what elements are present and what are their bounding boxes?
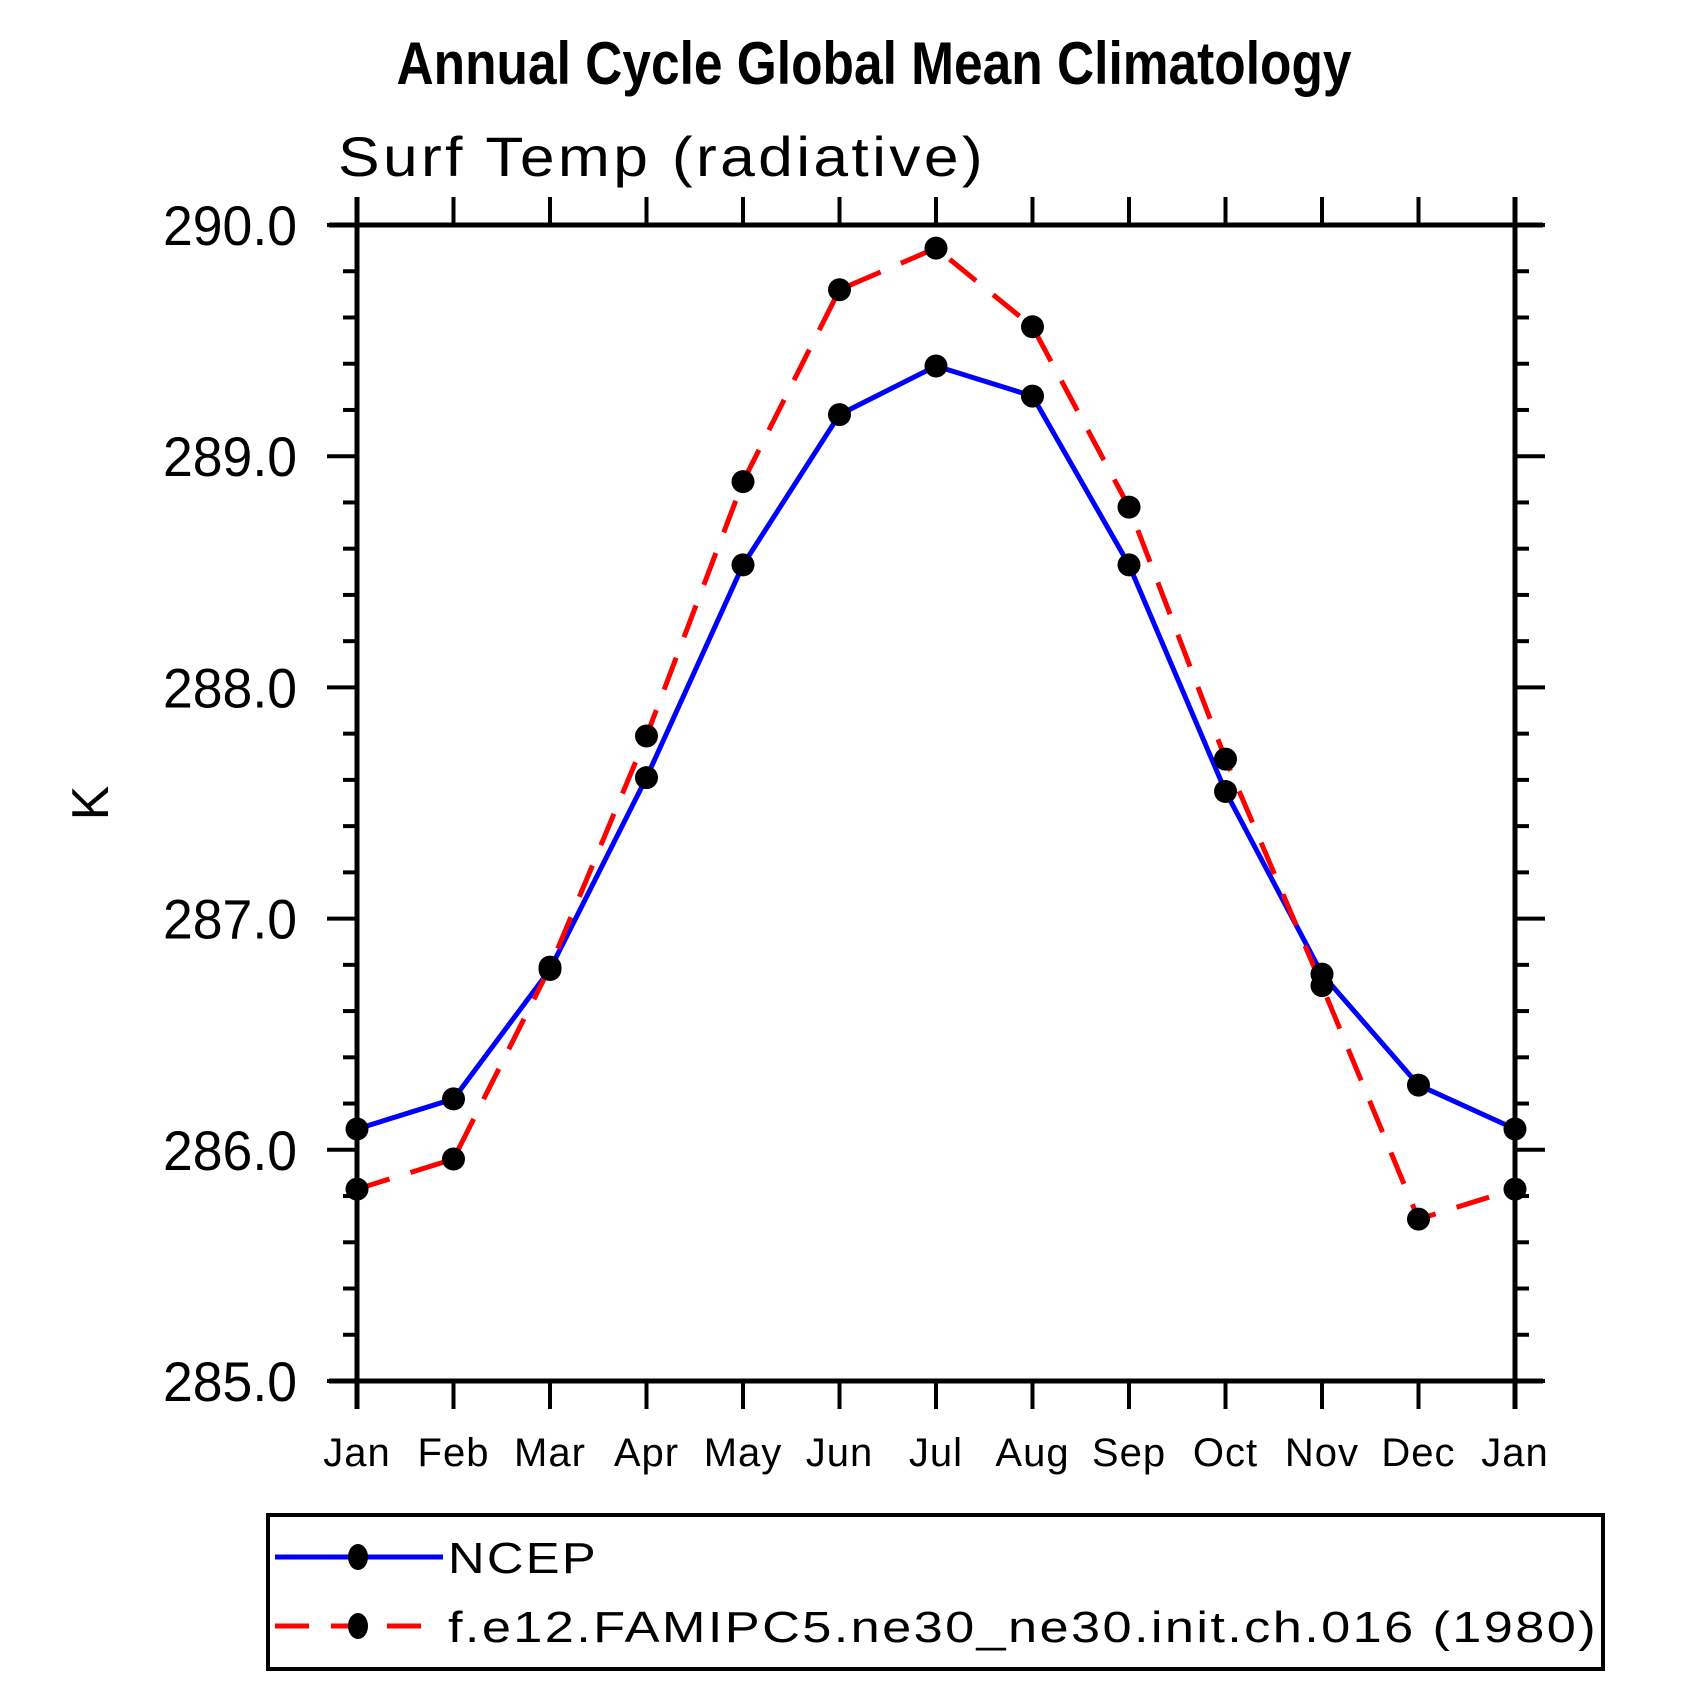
- x-tick-label: Apr: [614, 1431, 679, 1475]
- data-point-marker: [828, 403, 851, 427]
- plot-axes: [327, 197, 1545, 1409]
- y-tick-label: 286.0: [163, 1119, 297, 1182]
- y-tick-label: 289.0: [163, 425, 297, 488]
- data-point-marker: [635, 724, 658, 748]
- data-point-marker: [828, 278, 851, 302]
- x-tick-label: Feb: [418, 1431, 490, 1475]
- x-tick-label: Oct: [1193, 1431, 1258, 1475]
- legend-label-model: f.e12.FAMIPC5.ne30_ne30.init.ch.016 (198…: [448, 1603, 1598, 1652]
- y-axis-unit-label: K: [62, 785, 120, 820]
- data-point-marker: [924, 354, 948, 378]
- series-line-0: [356, 363, 1517, 1132]
- x-tick-label: Jan: [1481, 1431, 1549, 1475]
- y-tick-label: 287.0: [163, 888, 297, 951]
- legend-marker-sample-0: [348, 1544, 368, 1570]
- data-point-marker: [442, 1087, 465, 1111]
- data-point-marker: [345, 1177, 369, 1201]
- data-point-marker: [1503, 1117, 1527, 1141]
- x-tick-label: Sep: [1092, 1431, 1166, 1475]
- data-point-marker: [1503, 1177, 1527, 1201]
- data-point-markers: [345, 236, 1527, 1231]
- data-point-marker: [1021, 384, 1044, 408]
- data-point-marker: [1407, 1207, 1430, 1231]
- data-series-lines: [356, 245, 1517, 1223]
- data-point-marker: [538, 955, 562, 979]
- y-tick-label: 285.0: [163, 1350, 297, 1413]
- x-tick-label: Aug: [995, 1431, 1069, 1475]
- legend-box: NCEP f.e12.FAMIPC5.ne30_ne30.init.ch.016…: [266, 1513, 1605, 1671]
- x-axis-tick-labels: Jan Feb Mar Apr May Jun Jul Aug Sep Oct Nov Dec Jan: [323, 1431, 1549, 1475]
- x-tick-label: Jun: [806, 1431, 874, 1475]
- data-point-marker: [731, 470, 755, 494]
- data-point-marker: [1310, 974, 1334, 998]
- legend-marker-sample-1: [348, 1613, 368, 1639]
- data-point-marker: [1117, 495, 1141, 519]
- chart-subtitle: Surf Temp (radiative): [338, 125, 986, 188]
- data-point-marker: [635, 766, 658, 790]
- x-tick-label: Jul: [909, 1431, 963, 1475]
- data-point-marker: [442, 1147, 465, 1171]
- y-tick-label: 290.0: [163, 194, 297, 257]
- data-point-marker: [1117, 553, 1141, 577]
- x-tick-label: May: [704, 1431, 783, 1475]
- data-point-marker: [1407, 1073, 1430, 1097]
- x-tick-label: Nov: [1285, 1431, 1359, 1475]
- legend-border: [266, 1513, 1605, 1671]
- series-line-1: [356, 245, 1516, 1223]
- data-point-marker: [1214, 747, 1237, 771]
- x-tick-label: Mar: [514, 1431, 586, 1475]
- y-axis-tick-labels: 285.0 286.0 287.0 288.0 289.0 290.0: [163, 194, 297, 1413]
- data-point-marker: [924, 236, 948, 260]
- legend-swatches: [275, 1544, 443, 1639]
- chart-title: Annual Cycle Global Mean Climatology: [397, 30, 1353, 97]
- legend-label-ncep: NCEP: [448, 1534, 598, 1583]
- data-point-marker: [1021, 315, 1044, 339]
- data-point-marker: [1214, 779, 1237, 803]
- data-point-marker: [731, 553, 755, 577]
- data-point-marker: [345, 1117, 369, 1141]
- x-tick-label: Jan: [323, 1431, 391, 1475]
- y-tick-label: 288.0: [163, 656, 297, 719]
- x-tick-label: Dec: [1381, 1431, 1455, 1475]
